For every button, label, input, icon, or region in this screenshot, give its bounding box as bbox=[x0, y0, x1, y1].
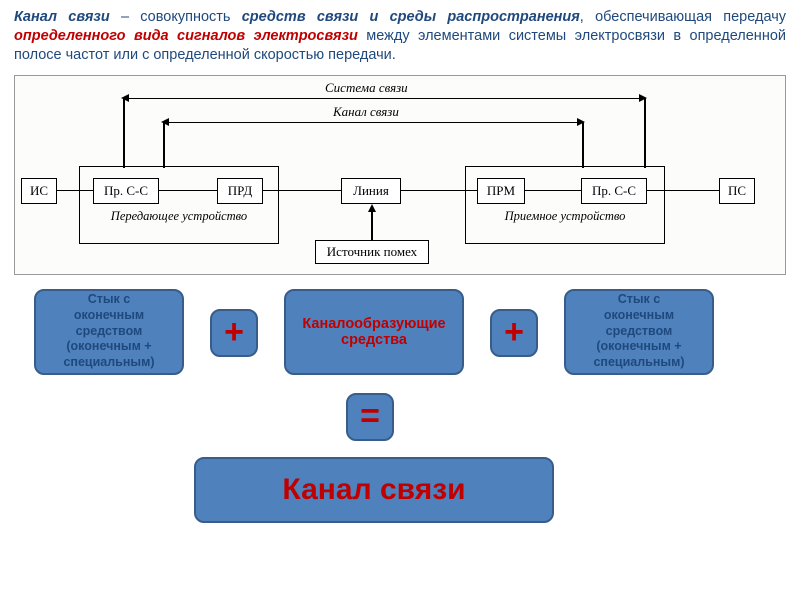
noise-box: Источник помех bbox=[315, 240, 429, 264]
connect-4 bbox=[401, 190, 477, 192]
formula-diagram: Стык с оконечным средством (оконечным + … bbox=[14, 289, 786, 549]
tx-group-label: Передающее устройство bbox=[80, 209, 278, 224]
box-ps: ПС bbox=[719, 178, 755, 204]
channel-label: Канал связи bbox=[333, 104, 399, 120]
formula-left-text: Стык с оконечным средством (оконечным + … bbox=[63, 292, 154, 370]
rx-group-label: Приемное устройство bbox=[466, 209, 664, 224]
formula-right-box: Стык с оконечным средством (оконечным + … bbox=[564, 289, 714, 375]
box-is: ИС bbox=[21, 178, 57, 204]
def-dash: – совокупность bbox=[110, 9, 242, 25]
def-ital: средств связи и среды распространения bbox=[242, 9, 580, 25]
plus-2: + bbox=[490, 309, 538, 357]
sys-left-tick bbox=[123, 98, 125, 168]
chan-left-tick bbox=[163, 122, 165, 168]
def-hl: определенного вида сигналов электросвязи bbox=[14, 28, 358, 44]
connect-5 bbox=[525, 190, 581, 192]
box-prm: ПРМ bbox=[477, 178, 525, 204]
noise-arrow bbox=[371, 206, 373, 240]
definition-text: Канал связи – совокупность средств связи… bbox=[0, 0, 800, 71]
box-line: Линия bbox=[341, 178, 401, 204]
connect-3 bbox=[263, 190, 341, 192]
connect-1 bbox=[57, 190, 93, 192]
formula-center-text: Каналообразующие средства bbox=[296, 316, 452, 348]
equals-op: = bbox=[346, 393, 394, 441]
formula-result: Канал связи bbox=[194, 457, 554, 523]
channel-span-arrow bbox=[163, 122, 583, 124]
plus-1: + bbox=[210, 309, 258, 357]
sys-right-tick bbox=[644, 98, 646, 168]
connect-6 bbox=[647, 190, 719, 192]
box-prss1: Пр. С-С bbox=[93, 178, 159, 204]
term: Канал связи bbox=[14, 9, 110, 25]
box-prss2: Пр. С-С bbox=[581, 178, 647, 204]
formula-left-box: Стык с оконечным средством (оконечным + … bbox=[34, 289, 184, 375]
chan-right-tick bbox=[582, 122, 584, 168]
system-span-arrow bbox=[123, 98, 645, 100]
connect-2 bbox=[159, 190, 217, 192]
formula-right-text: Стык с оконечным средством (оконечным + … bbox=[593, 292, 684, 370]
box-prd: ПРД bbox=[217, 178, 263, 204]
def-p1: , обеспечивающая передачу bbox=[580, 9, 786, 25]
tech-diagram: Система связи Канал связи Передающее уст… bbox=[14, 75, 786, 275]
system-label: Система связи bbox=[325, 80, 408, 96]
formula-center-box: Каналообразующие средства bbox=[284, 289, 464, 375]
